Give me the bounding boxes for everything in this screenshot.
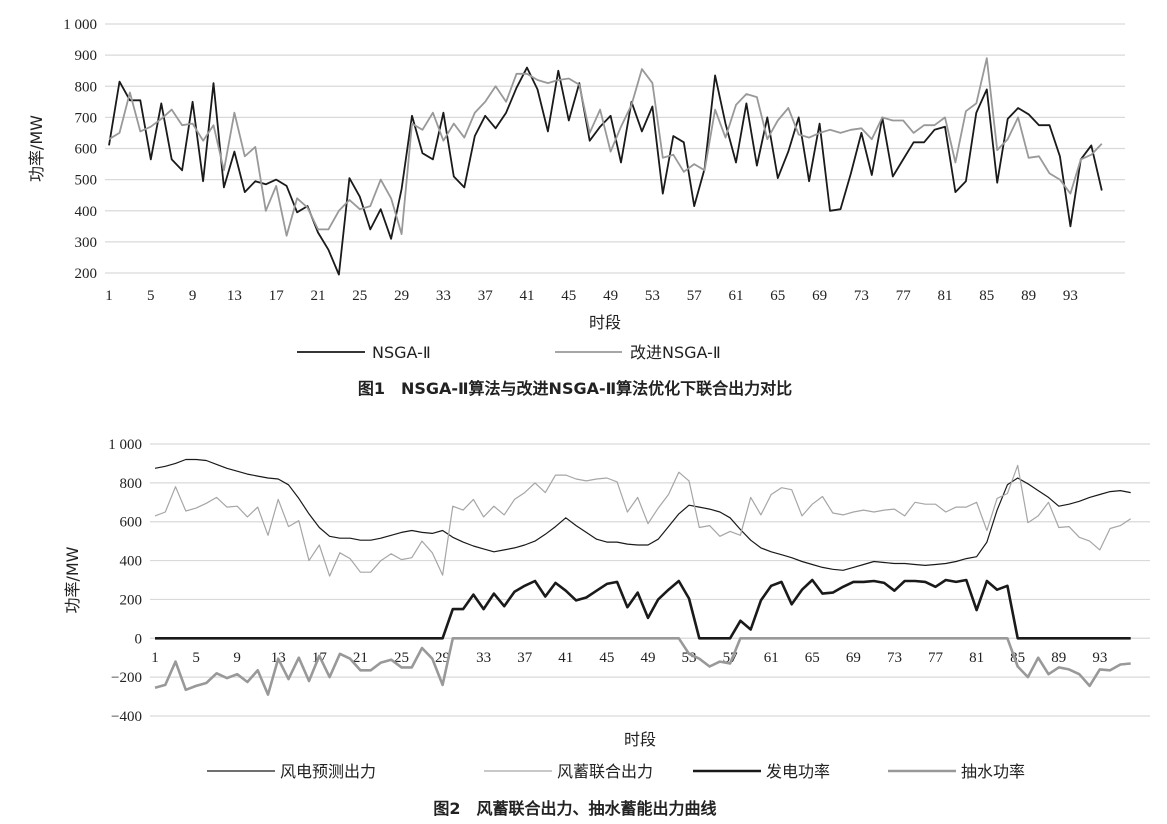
x-tick-label: 25 <box>352 288 367 304</box>
x-tick-label: 93 <box>1092 650 1107 666</box>
y-tick-label: 400 <box>75 204 98 220</box>
x-tick-label: 61 <box>764 650 779 666</box>
x-tick-label: 37 <box>517 650 533 666</box>
y-tick-label: 600 <box>75 142 98 158</box>
x-tick-label: 1 <box>105 288 113 304</box>
x-axis-label: 时段 <box>624 730 656 749</box>
y-tick-label: 700 <box>75 110 98 126</box>
x-tick-label: 49 <box>603 288 618 304</box>
figure-caption: 图1 NSGA-Ⅱ算法与改进NSGA-Ⅱ算法优化下联合出力对比 <box>358 379 792 398</box>
y-tick-label: 500 <box>75 173 98 189</box>
x-tick-label: 33 <box>436 288 451 304</box>
x-tick-label: 13 <box>227 288 242 304</box>
x-tick-label: 77 <box>928 650 944 666</box>
y-tick-label: 200 <box>75 266 98 282</box>
x-tick-label: 53 <box>682 650 697 666</box>
x-tick-label: 41 <box>520 288 535 304</box>
x-tick-label: 37 <box>478 288 494 304</box>
x-tick-label: 69 <box>846 650 861 666</box>
x-tick-label: 33 <box>476 650 491 666</box>
legend-label: 发电功率 <box>766 762 830 781</box>
x-tick-label: 65 <box>805 650 820 666</box>
x-tick-label: 57 <box>687 288 703 304</box>
y-tick-label: 0 <box>135 631 143 647</box>
x-tick-label: 9 <box>233 650 241 666</box>
x-axis-label: 时段 <box>589 313 621 332</box>
legend-label: 抽水功率 <box>961 762 1025 781</box>
x-tick-label: 5 <box>192 650 200 666</box>
x-tick-label: 77 <box>896 288 912 304</box>
series-line-1 <box>154 458 1131 571</box>
x-tick-label: 5 <box>147 288 155 304</box>
x-tick-label: 93 <box>1063 288 1078 304</box>
x-tick-label: 9 <box>189 288 197 304</box>
series-line-2 <box>154 464 1132 577</box>
y-tick-label: 200 <box>120 592 143 608</box>
y-axis-label: 功率/MW <box>27 115 46 182</box>
x-tick-label: 65 <box>770 288 785 304</box>
y-tick-label: 800 <box>75 79 98 95</box>
x-tick-label: 21 <box>311 288 326 304</box>
x-tick-label: 73 <box>887 650 902 666</box>
x-tick-label: 41 <box>558 650 573 666</box>
y-tick-label: 600 <box>120 515 143 531</box>
y-tick-label: 300 <box>75 235 98 251</box>
x-tick-label: 1 <box>151 650 159 666</box>
legend-label: NSGA-Ⅱ <box>372 343 431 362</box>
x-tick-label: 73 <box>854 288 869 304</box>
y-tick-label: 1 000 <box>63 17 97 33</box>
y-tick-label: 400 <box>120 554 143 570</box>
series-line-2 <box>108 57 1103 237</box>
x-tick-label: 81 <box>969 650 984 666</box>
x-tick-label: 17 <box>269 288 285 304</box>
x-tick-label: 69 <box>812 288 827 304</box>
x-tick-label: 81 <box>938 288 953 304</box>
x-tick-label: 45 <box>599 650 614 666</box>
y-tick-label: −400 <box>111 709 142 725</box>
series-line-1 <box>108 66 1103 276</box>
series-line-3 <box>155 578 1131 640</box>
x-tick-label: 21 <box>353 650 368 666</box>
x-tick-label: 53 <box>645 288 660 304</box>
y-tick-label: 900 <box>75 48 98 64</box>
legend-label: 风蓄联合出力 <box>557 762 653 781</box>
y-tick-label: 1 000 <box>108 437 142 453</box>
x-tick-label: 49 <box>640 650 655 666</box>
figure-caption: 图2 风蓄联合出力、抽水蓄能出力曲线 <box>433 799 716 818</box>
series-line-4 <box>154 636 1131 696</box>
x-tick-label: 89 <box>1051 650 1066 666</box>
chart-1: 200 300 400 500 600 700 800 900 1 000 1 5 9 13 17 21 25… <box>27 17 1125 398</box>
x-tick-label: 89 <box>1021 288 1036 304</box>
legend-label: 风电预测出力 <box>280 762 376 781</box>
y-tick-label: 800 <box>120 476 143 492</box>
x-tick-label: 29 <box>394 288 409 304</box>
x-tick-label: 61 <box>729 288 744 304</box>
x-tick-label: 25 <box>394 650 409 666</box>
y-axis-label: 功率/MW <box>63 546 82 613</box>
y-tick-label: −200 <box>111 670 142 686</box>
x-tick-label: 85 <box>979 288 994 304</box>
legend-label: 改进NSGA-Ⅱ <box>630 343 721 362</box>
x-tick-label: 45 <box>561 288 576 304</box>
